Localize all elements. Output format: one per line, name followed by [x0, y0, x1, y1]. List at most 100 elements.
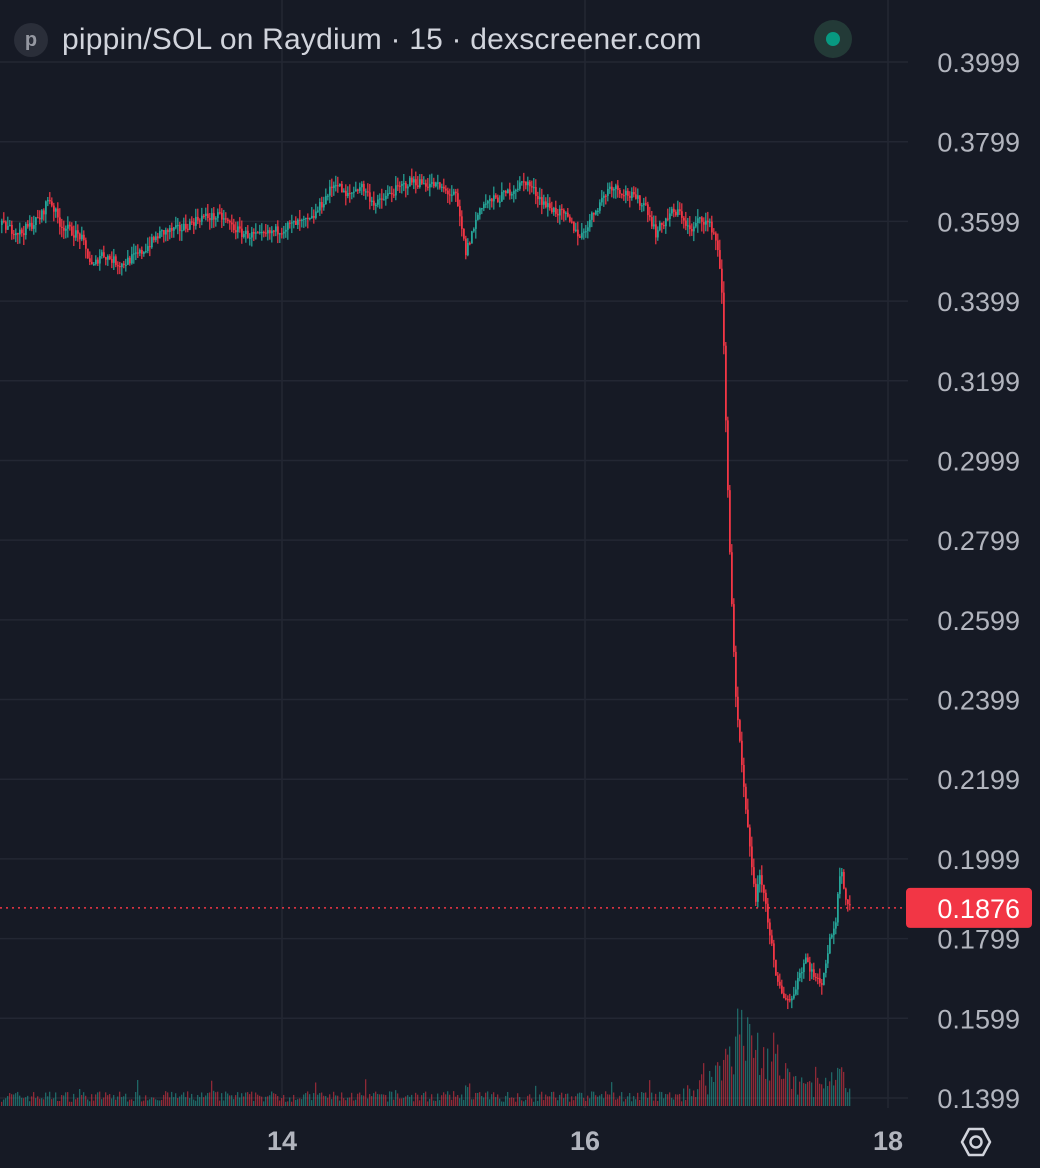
volume-bar	[479, 1092, 481, 1106]
candle-body	[241, 228, 243, 238]
volume-bar	[595, 1095, 597, 1106]
candle-body	[441, 186, 443, 188]
candle-body	[115, 256, 117, 266]
volume-bar	[555, 1097, 557, 1106]
candle-body	[531, 186, 533, 188]
candle-body	[545, 201, 547, 208]
candle-body	[505, 191, 507, 194]
candle-body	[803, 963, 805, 973]
volume-bar	[581, 1092, 583, 1106]
candle-body	[293, 220, 295, 223]
candle-body	[267, 230, 269, 234]
candle-body	[421, 179, 423, 184]
candle-body	[193, 222, 195, 226]
candle-body	[307, 217, 309, 220]
candle-body	[365, 191, 367, 193]
candle-body	[829, 937, 831, 954]
volume-bar	[783, 1078, 785, 1106]
candle-body	[45, 201, 47, 215]
candle-body	[67, 224, 69, 229]
volume-bar	[789, 1072, 791, 1106]
candle-body	[259, 231, 261, 234]
volume-bar	[43, 1099, 45, 1106]
candle-body	[11, 224, 13, 234]
candle-body	[529, 181, 531, 187]
y-tick-label: 0.1799	[937, 925, 1020, 955]
volume-bar	[31, 1096, 33, 1106]
volume-bar	[615, 1099, 617, 1106]
volume-bar	[143, 1100, 145, 1106]
volume-bar	[721, 1080, 723, 1106]
volume-bar	[401, 1098, 403, 1106]
volume-bar	[801, 1077, 803, 1106]
volume-bar	[649, 1080, 651, 1106]
candle-body	[33, 225, 35, 229]
volume-bar	[831, 1072, 833, 1106]
candle-body	[179, 224, 181, 232]
volume-bar	[61, 1095, 63, 1106]
candle-body	[397, 185, 399, 187]
candle-body	[671, 208, 673, 214]
volume-bar	[359, 1092, 361, 1106]
candle-body	[49, 199, 51, 202]
settings-icon[interactable]	[956, 1122, 996, 1162]
candle-body	[239, 226, 241, 229]
candle-body	[433, 182, 435, 187]
candle-body	[255, 232, 257, 234]
volume-bar	[559, 1094, 561, 1106]
candle-body	[145, 251, 147, 253]
candle-body	[47, 199, 49, 202]
volume-bar	[751, 1035, 753, 1106]
volume-bar	[765, 1078, 767, 1106]
volume-bar	[57, 1100, 59, 1106]
candle-body	[745, 786, 747, 810]
x-tick-label: 16	[570, 1126, 600, 1156]
candle-body	[719, 250, 721, 269]
candle-body	[135, 252, 137, 254]
candle-body	[197, 216, 199, 221]
volume-bar	[295, 1099, 297, 1106]
candle-body	[797, 977, 799, 990]
volume-bar	[637, 1092, 639, 1106]
volume-bar	[91, 1094, 93, 1106]
candle-body	[707, 220, 709, 223]
candle-body	[473, 228, 475, 232]
candle-body	[61, 226, 63, 229]
candle-body	[795, 989, 797, 995]
volume-bar	[729, 1046, 731, 1106]
volume-bar	[151, 1097, 153, 1106]
candle-body	[471, 231, 473, 244]
chart-header: p pippin/SOL on Raydium · 15 · dexscreen…	[14, 18, 702, 62]
volume-bar	[541, 1091, 543, 1106]
volume-bar	[397, 1093, 399, 1106]
volume-bar	[393, 1099, 395, 1106]
volume-bar	[733, 1074, 735, 1106]
volume-bar	[93, 1100, 95, 1106]
volume-bar	[159, 1100, 161, 1106]
volume-bar	[405, 1096, 407, 1106]
volume-bar	[567, 1093, 569, 1106]
candle-body	[425, 183, 427, 187]
candle-body	[819, 978, 821, 984]
volume-bar	[815, 1066, 817, 1106]
candle-body	[521, 181, 523, 183]
candle-body	[173, 227, 175, 231]
candle-body	[673, 208, 675, 212]
candle-body	[597, 210, 599, 212]
candle-body	[737, 696, 739, 721]
volume-bar	[833, 1085, 835, 1106]
candle-body	[31, 222, 33, 229]
candle-body	[495, 195, 497, 198]
candle-body	[253, 231, 255, 234]
candle-body	[629, 195, 631, 198]
candle-body	[319, 202, 321, 211]
candle-body	[37, 217, 39, 219]
candle-body	[325, 195, 327, 205]
y-tick-label: 0.2599	[937, 606, 1020, 636]
volume-bar	[69, 1101, 71, 1106]
candle-body	[517, 188, 519, 191]
volume-bar	[245, 1092, 247, 1106]
candle-body	[461, 216, 463, 229]
